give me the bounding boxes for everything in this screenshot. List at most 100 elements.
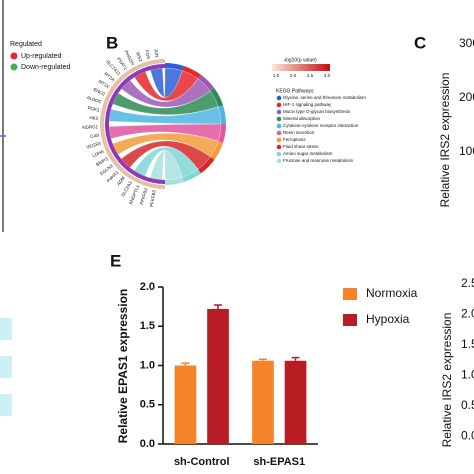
pathway-legend: Glycine, serine and threonine metabolism… xyxy=(276,95,366,164)
pathway-dot xyxy=(276,144,282,150)
bar-chart: 0.0 0.5 1.0 1.5 2.0 sh-Control sh-EPAS1 Normoxi… xyxy=(140,281,418,468)
bar xyxy=(284,360,307,444)
pathways-title: KEGG Pathways xyxy=(276,88,314,94)
colorbar-tick: 2.0 xyxy=(290,73,297,78)
y-axis-label: Relative EPAS1 expression xyxy=(116,289,130,444)
panel-label: E xyxy=(110,251,121,270)
y-tick-label: 2.0 xyxy=(461,307,474,321)
y-tick-label: 0.5 xyxy=(461,398,474,412)
gene-label: ADM xyxy=(116,175,126,186)
error-bar xyxy=(214,304,223,309)
pathway-arc xyxy=(197,74,215,92)
volcano-legend: Up-regulated Down-regulated xyxy=(10,52,71,71)
cropped-box xyxy=(0,394,12,416)
y-tick-label: 1.0 xyxy=(140,359,155,371)
legend-swatch xyxy=(343,314,357,326)
pathway-arc xyxy=(218,124,226,143)
pathway-label: Renin secretion xyxy=(283,130,315,135)
pathway-arc xyxy=(165,177,184,185)
x-tick-label: sh-EPAS1 xyxy=(253,456,305,468)
chord-diagram: PFKFB3PFKFB4ANGPTL4SLC2A3ADMP4HA1EGLN3BN… xyxy=(82,48,226,207)
y-tick-label: 2.5 xyxy=(461,276,474,290)
pathway-arc xyxy=(182,169,201,183)
pathway-arc xyxy=(182,65,201,79)
y-axis-label: Relative IRS2 expression xyxy=(438,73,452,208)
gene-label: LDHA xyxy=(92,149,105,158)
gene-label: BNIP3 xyxy=(95,156,109,167)
panel-label: C xyxy=(414,33,426,52)
pathway-dot xyxy=(276,102,282,108)
x-tick-label: sh-Control xyxy=(174,456,230,468)
cropped-box xyxy=(0,318,12,340)
bar xyxy=(174,365,197,444)
legend-label: Up-regulated xyxy=(21,53,62,60)
colorbar-ticks: 1.5 2.0 2.5 3.0 xyxy=(273,73,331,78)
gene-label: CA9 xyxy=(90,132,100,138)
pathway-dot xyxy=(276,137,282,143)
cropped-box xyxy=(0,356,12,378)
y-ticks: 300 200 100 xyxy=(459,36,474,158)
pathway-label: Mineral absorption xyxy=(283,116,321,121)
legend-dot xyxy=(10,63,18,71)
legend-label: Hypoxia xyxy=(366,312,410,326)
y-tick-label: 1.5 xyxy=(461,337,474,351)
y-tick-label: 1.5 xyxy=(140,320,155,332)
pathway-label: Fluid shear stress xyxy=(283,144,319,149)
y-ticks: 2.5 2.0 1.5 1.0 0.5 0.0 xyxy=(461,276,474,443)
y-tick-label: 0.0 xyxy=(140,438,155,450)
y-tick-label: 0.0 xyxy=(461,429,474,443)
pathway-arc xyxy=(210,141,224,160)
pathway-dot xyxy=(276,151,282,157)
panel-label: B xyxy=(106,33,118,52)
pathway-label: Mucin type O-glycan biosynthesis xyxy=(283,109,351,114)
gene-label: PFKFB4 xyxy=(139,187,149,205)
bar xyxy=(207,308,229,444)
error-bar xyxy=(291,356,300,361)
y-tick-label: 300 xyxy=(459,36,474,50)
colorbar-tick: 3.0 xyxy=(324,73,331,78)
gene-label: HK2 xyxy=(89,115,99,121)
pathway-label: Glycine, serine and threonine metabolism xyxy=(283,95,366,100)
error-bar xyxy=(181,362,190,366)
gene-label: FOS xyxy=(144,49,151,59)
gene-label: IRS2 xyxy=(135,51,143,63)
error-bar xyxy=(258,358,267,361)
pathway-label: Cytokine-cytokine receptor interaction xyxy=(283,123,359,128)
colorbar xyxy=(272,64,330,71)
colorbar-title: -log10(p value) xyxy=(283,57,317,63)
pathway-dot xyxy=(276,116,282,122)
y-tick-label: 2.0 xyxy=(140,281,155,293)
y-tick-label: 200 xyxy=(459,90,474,104)
legend-swatch xyxy=(343,288,357,300)
bar xyxy=(252,360,274,444)
gene-label: PFKFB3 xyxy=(149,189,157,207)
pathway-label: Fructose and mannose metabolism xyxy=(283,158,354,163)
legend-title: Regulated xyxy=(10,41,42,48)
colorbar-tick: 2.5 xyxy=(307,73,314,78)
pathway-dot xyxy=(276,95,282,101)
y-axis-label: Relative IRS2 expression xyxy=(440,313,454,448)
pathway-arc xyxy=(165,63,184,71)
pathway-label: Ferroptosis xyxy=(283,137,306,142)
pathway-arc xyxy=(197,156,215,174)
legend-dot xyxy=(10,52,18,60)
gene-label: JUN xyxy=(153,48,159,57)
pathway-dot xyxy=(276,109,282,115)
pathway-label: HIF-1 signaling pathway xyxy=(283,102,332,107)
gene-label: VEGFA xyxy=(86,141,102,150)
pathway-dot xyxy=(276,123,282,129)
legend-label: Down-regulated xyxy=(21,64,71,71)
y-tick-label: 0.5 xyxy=(140,399,155,411)
pathway-dot xyxy=(276,158,282,164)
pathway-label: Amino sugar metabolism xyxy=(283,151,333,156)
pathway-arc xyxy=(218,105,226,124)
gene-label: NDRG1 xyxy=(82,124,98,130)
pathway-dot xyxy=(276,130,282,136)
gene-label: ALDOC xyxy=(86,95,103,105)
y-tick-label: 100 xyxy=(459,144,474,158)
gene-label: MT1X xyxy=(98,79,111,90)
gene-label: PGK1 xyxy=(87,105,100,112)
pathway-arc xyxy=(210,88,224,107)
gene-label: MT2A xyxy=(103,71,115,83)
